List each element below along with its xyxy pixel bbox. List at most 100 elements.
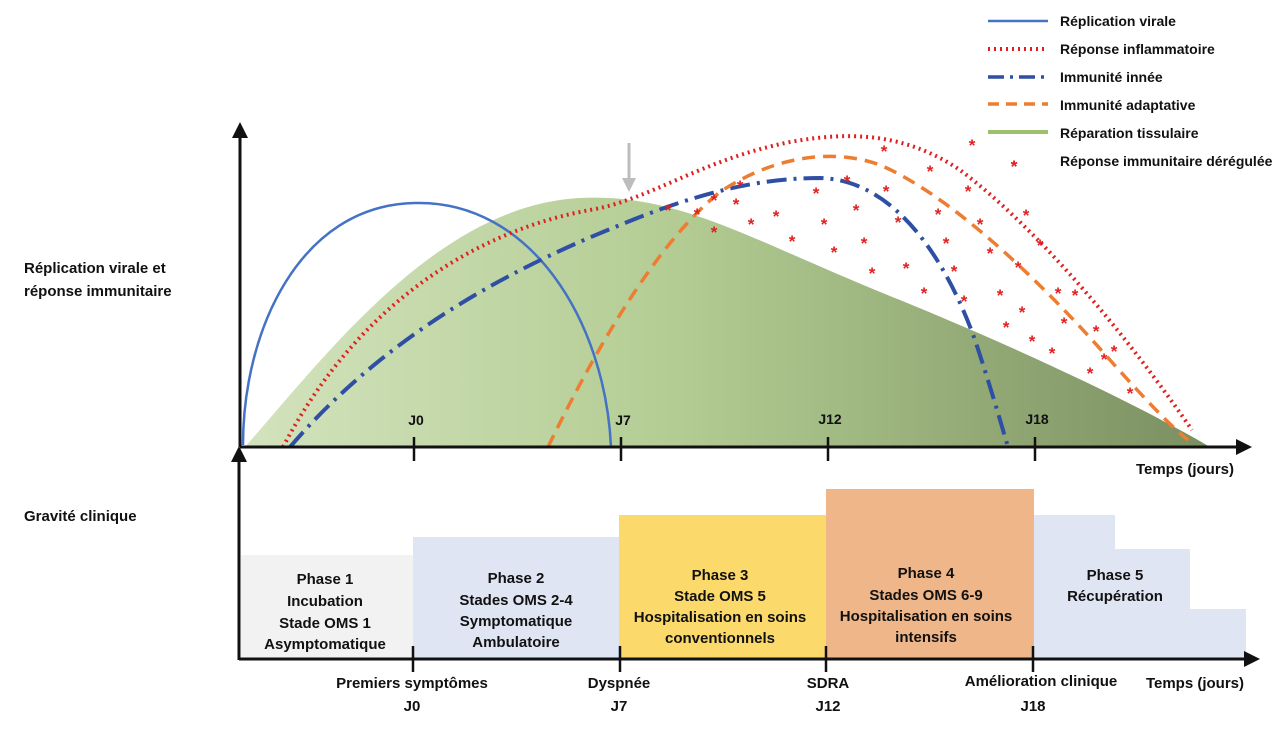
dysregulated-asterisk: *: [789, 232, 796, 251]
phase-5-box: [1034, 515, 1246, 658]
dysregulated-asterisk: *: [921, 284, 928, 303]
svg-text:Hospitalisation en soins: Hospitalisation en soins: [634, 609, 807, 626]
dysregulated-asterisk: *: [813, 184, 820, 203]
dysregulated-asterisk: *: [711, 191, 718, 210]
svg-text:Stades OMS 6-9: Stades OMS 6-9: [869, 587, 982, 604]
top-tick-marks: [412, 437, 1037, 461]
svg-text:Incubation: Incubation: [287, 593, 363, 610]
dysregulated-asterisk: *: [1061, 314, 1068, 333]
dysregulated-asterisk: *: [733, 195, 740, 214]
dysregulated-asterisk: *: [881, 142, 888, 161]
dysregulated-asterisk: *: [844, 172, 851, 191]
svg-text:Phase 3: Phase 3: [692, 567, 749, 584]
tick-label-j7: J7: [615, 412, 631, 428]
adaptive-immunity-curve: [546, 154, 1190, 448]
dysregulated-asterisk: *: [861, 234, 868, 253]
dysregulated-response-markers: * ***************************************…: [665, 136, 1134, 403]
dysregulated-asterisk: *: [1011, 157, 1018, 176]
legend-swatch-dysregulated: *: [1011, 157, 1018, 176]
dysregulated-asterisk: *: [831, 243, 838, 262]
dysregulated-asterisk: *: [951, 262, 958, 281]
dysregulated-asterisk: *: [853, 201, 860, 220]
dysregulated-asterisk: *: [1111, 342, 1118, 361]
dysregulated-asterisk: *: [711, 223, 718, 242]
svg-text:Phase 4: Phase 4: [898, 565, 955, 582]
svg-text:Récupération: Récupération: [1067, 588, 1163, 605]
svg-text:intensifs: intensifs: [895, 629, 957, 646]
dysregulated-asterisk: *: [748, 215, 755, 234]
event-ards: SDRA: [807, 675, 850, 692]
svg-text:Hospitalisation en soins: Hospitalisation en soins: [840, 608, 1013, 625]
legend-label-inflammatory: Réponse inflammatoire: [1060, 41, 1215, 57]
dysregulated-asterisk: *: [943, 234, 950, 253]
event-first-symptoms: Premiers symptômes: [336, 675, 488, 692]
legend-label-adaptive: Immunité adaptative: [1060, 97, 1196, 113]
dysregulated-asterisk: *: [1049, 344, 1056, 363]
event-clinical-improvement: Amélioration clinique: [965, 673, 1118, 690]
dysregulated-asterisk: *: [1072, 286, 1079, 305]
y-axis-label-line-2: réponse immunitaire: [24, 283, 172, 300]
dysregulated-asterisk: *: [1093, 322, 1100, 341]
svg-text:Stade OMS 1: Stade OMS 1: [279, 615, 371, 632]
y-axis-label-line-1: Réplication virale et: [24, 260, 166, 277]
dysregulated-asterisk: *: [961, 292, 968, 311]
dysregulated-asterisk: *: [987, 244, 994, 263]
dysregulated-asterisk: *: [969, 136, 976, 155]
top-time-axis-label: Temps (jours): [1136, 461, 1234, 478]
legend-label-viral: Réplication virale: [1060, 13, 1176, 29]
dysregulated-asterisk: *: [883, 182, 890, 201]
legend-label-dysregulated: Réponse immunitaire dérégulée: [1060, 153, 1273, 169]
dysregulated-asterisk: *: [1037, 236, 1044, 255]
event-day-j18: J18: [1020, 698, 1045, 715]
dysregulated-asterisk: *: [977, 215, 984, 234]
dysregulated-asterisk: *: [927, 162, 934, 181]
svg-text:Phase 2: Phase 2: [488, 570, 545, 587]
dysregulated-asterisk: *: [1003, 318, 1010, 337]
dysregulated-asterisk: *: [1029, 332, 1036, 351]
svg-text:Stades OMS 2-4: Stades OMS 2-4: [459, 592, 573, 609]
bottom-tick-marks: [411, 646, 1035, 672]
dysregulated-asterisk: *: [694, 205, 701, 224]
event-day-j0: J0: [404, 698, 421, 715]
dysregulated-asterisk: *: [869, 264, 876, 283]
bottom-time-axis-label: Temps (jours): [1146, 675, 1244, 692]
dysregulated-asterisk: *: [737, 177, 744, 196]
event-day-j12: J12: [815, 698, 840, 715]
svg-text:Ambulatoire: Ambulatoire: [472, 634, 560, 651]
dysregulated-asterisk: *: [935, 205, 942, 224]
legend: Réplication virale Réponse inflammatoire…: [988, 13, 1273, 176]
phase-3-box: [619, 515, 826, 658]
dysregulated-asterisk: *: [895, 213, 902, 232]
dysregulated-asterisk: *: [1015, 258, 1022, 277]
svg-text:Asymptomatique: Asymptomatique: [264, 636, 386, 653]
onset-arrow: [622, 143, 636, 192]
dysregulated-asterisk: *: [1101, 350, 1108, 369]
svg-text:Symptomatique: Symptomatique: [460, 613, 573, 630]
phase-4-text: Phase 4 Stades OMS 6-9 Hospitalisation e…: [840, 565, 1013, 646]
phase-3-text: Phase 3 Stade OMS 5 Hospitalisation en s…: [634, 567, 807, 647]
event-day-j7: J7: [611, 698, 628, 715]
dysregulated-asterisk: *: [903, 259, 910, 278]
dysregulated-asterisk: *: [1127, 384, 1134, 403]
dysregulated-asterisk: *: [1023, 206, 1030, 225]
dysregulated-asterisk: *: [821, 215, 828, 234]
phase-2-text: Phase 2 Stades OMS 2-4 Symptomatique Amb…: [459, 570, 573, 651]
tissue-repair-area: [245, 197, 1210, 447]
event-dyspnea: Dyspnée: [588, 675, 651, 692]
innate-immunity-curve: [288, 175, 1010, 449]
tick-label-j0: J0: [408, 412, 424, 428]
immune-response-panel: * ***************************************…: [232, 122, 1252, 478]
svg-text:Phase 5: Phase 5: [1087, 567, 1144, 584]
dysregulated-asterisk: *: [773, 207, 780, 226]
dysregulated-asterisk: *: [1055, 284, 1062, 303]
legend-label-innate: Immunité innée: [1060, 69, 1163, 85]
svg-text:Stade OMS 5: Stade OMS 5: [674, 588, 766, 605]
dysregulated-asterisk: *: [665, 201, 672, 220]
phase-1-box: [241, 555, 413, 658]
svg-text:conventionnels: conventionnels: [665, 630, 775, 647]
dysregulated-asterisk: *: [997, 286, 1004, 305]
svg-text:Phase 1: Phase 1: [297, 571, 354, 588]
clinical-severity-panel: Gravité clinique Phase 1 Incubation Stad…: [24, 446, 1260, 715]
dysregulated-asterisk: *: [1087, 364, 1094, 383]
